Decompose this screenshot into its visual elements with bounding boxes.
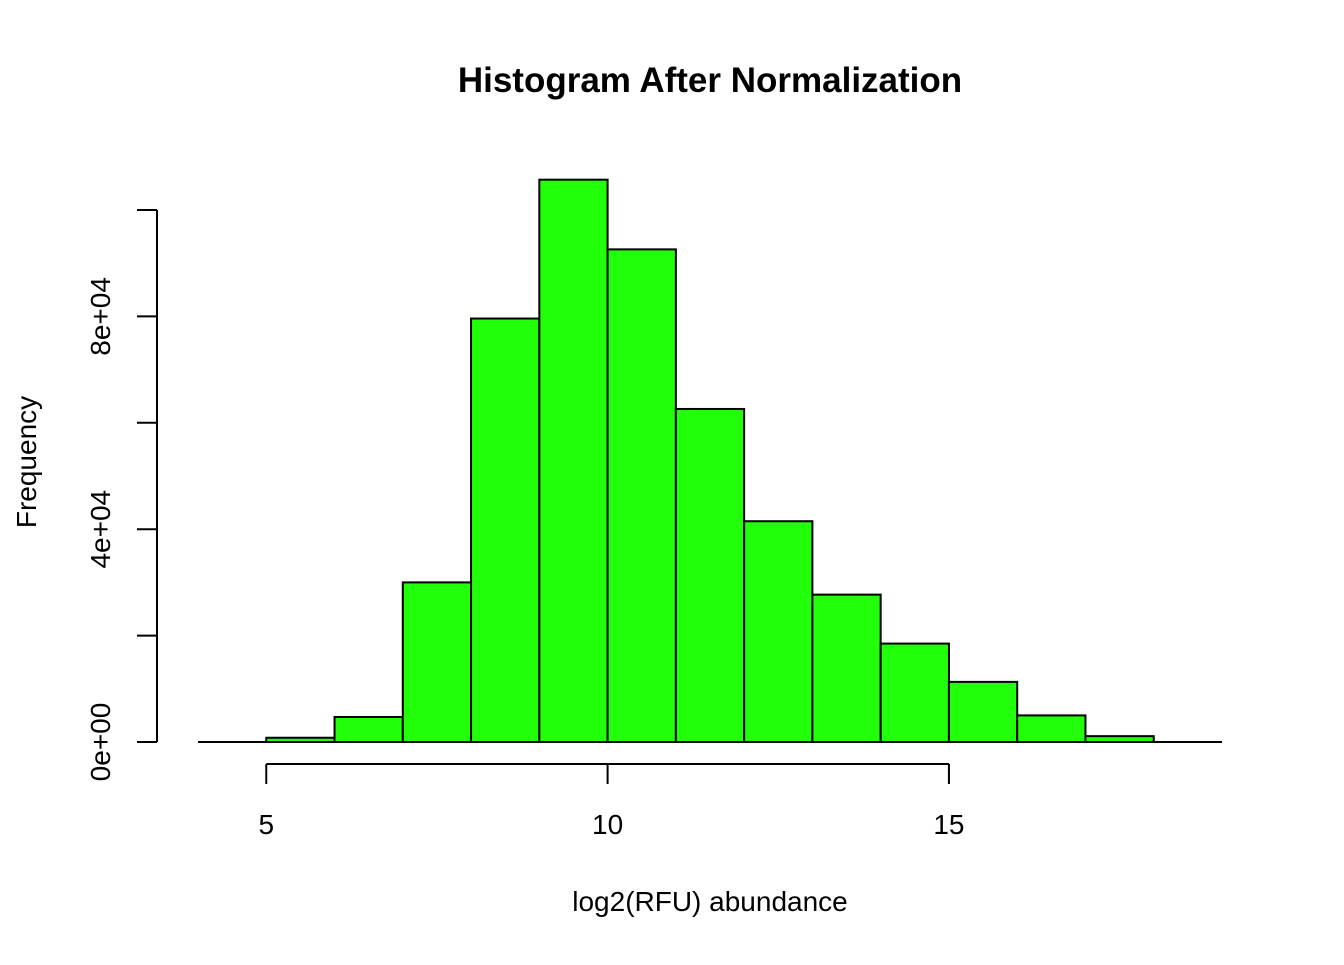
histogram-bar xyxy=(879,642,950,744)
y-tick-label: 4e+04 xyxy=(85,490,116,569)
x-tick-label: 15 xyxy=(933,809,964,840)
x-axis: 5 10 15 xyxy=(258,763,965,840)
histogram-bars xyxy=(265,178,1155,744)
histogram-bar xyxy=(1016,714,1087,744)
x-axis-label: log2(RFU) abundance xyxy=(572,886,848,917)
x-tick-label: 10 xyxy=(592,809,623,840)
histogram-bar xyxy=(470,317,541,743)
histogram-bar xyxy=(811,593,882,743)
y-tick-label: 0e+00 xyxy=(85,703,116,782)
x-tick-label: 5 xyxy=(258,809,274,840)
chart-title: Histogram After Normalization xyxy=(458,61,962,100)
histogram-bar xyxy=(674,407,746,743)
histogram-bar xyxy=(538,178,609,743)
y-axis: 0e+00 4e+04 8e+04 xyxy=(85,209,158,782)
histogram-bar xyxy=(606,248,677,743)
histogram-bar xyxy=(947,680,1019,743)
histogram-bar xyxy=(401,581,473,744)
histogram-bar xyxy=(333,715,404,743)
histogram-bar xyxy=(743,520,814,743)
y-axis-label: Frequency xyxy=(11,396,42,528)
y-tick-label: 8e+04 xyxy=(85,277,116,356)
